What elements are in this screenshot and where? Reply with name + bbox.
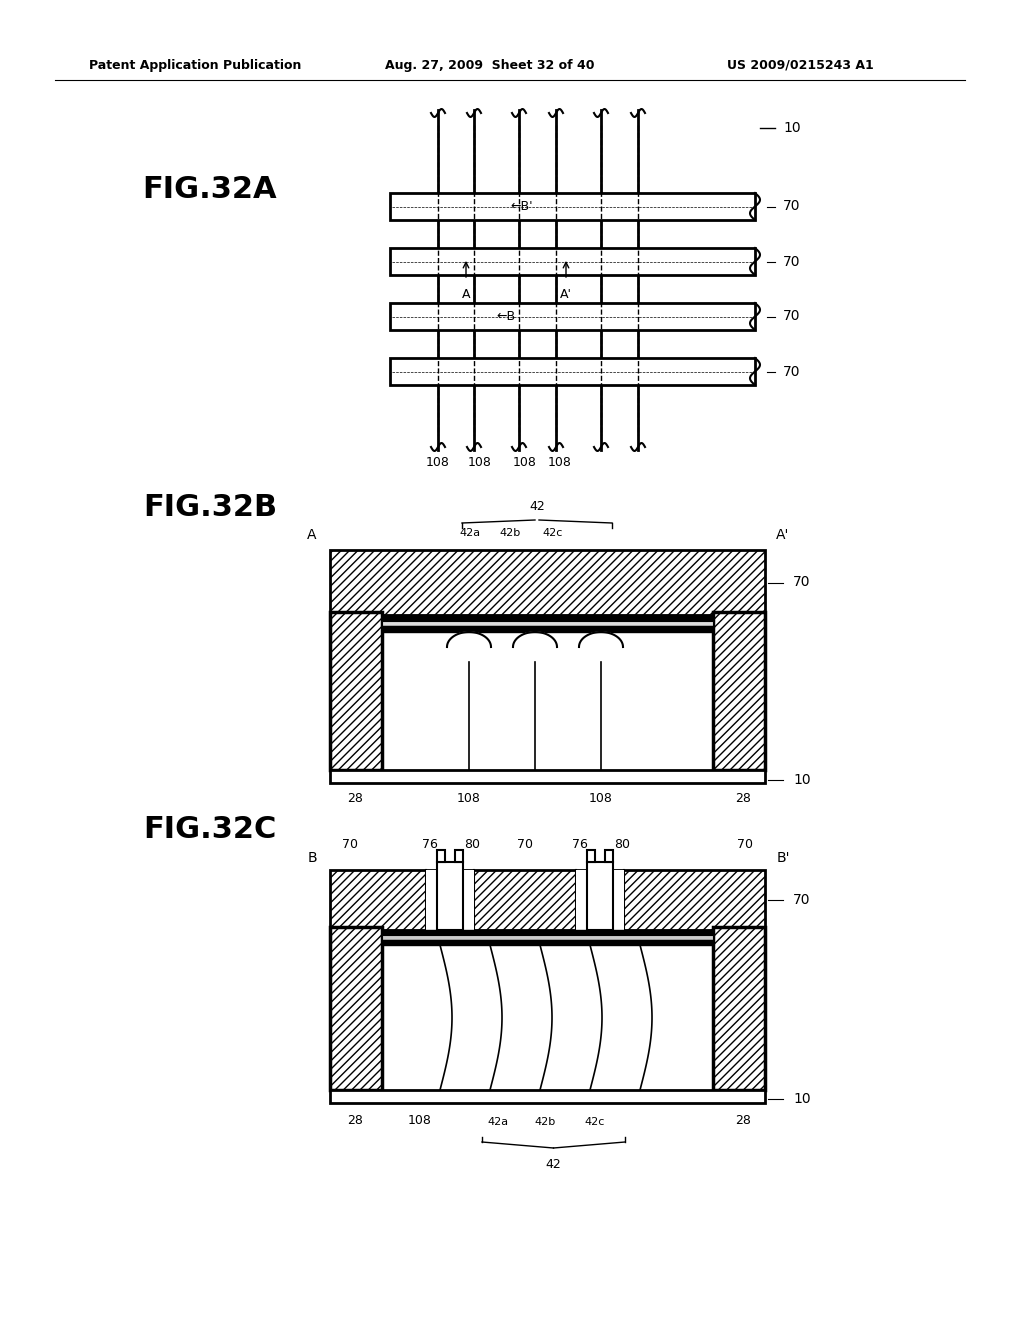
Bar	[390, 193, 755, 220]
Text: 42c: 42c	[585, 1117, 605, 1127]
Text: 108: 108	[589, 792, 613, 805]
Bar	[330, 612, 382, 770]
Polygon shape	[447, 632, 490, 647]
Text: FIG.32A: FIG.32A	[142, 176, 278, 205]
Text: 10: 10	[793, 1092, 811, 1106]
Text: A': A'	[560, 288, 572, 301]
Bar	[390, 248, 755, 275]
Text: US 2009/0215243 A1: US 2009/0215243 A1	[727, 58, 873, 71]
Text: 70: 70	[517, 838, 534, 851]
Text: A': A'	[776, 528, 790, 543]
Text: 42c: 42c	[543, 528, 563, 539]
Text: 42a: 42a	[460, 528, 480, 539]
Bar	[330, 550, 765, 615]
Text: 108: 108	[457, 792, 481, 805]
Text: 28: 28	[735, 792, 751, 805]
Bar	[382, 935, 713, 940]
Text: B: B	[307, 851, 316, 865]
Text: 108: 108	[513, 455, 537, 469]
Bar	[605, 850, 613, 862]
Text: 42b: 42b	[500, 528, 520, 539]
Bar	[382, 626, 713, 632]
Text: 28: 28	[735, 1114, 751, 1126]
Bar	[330, 870, 765, 931]
Text: 42b: 42b	[535, 1117, 556, 1127]
Text: 70: 70	[737, 838, 753, 851]
Bar	[587, 850, 595, 862]
Text: 70: 70	[783, 364, 801, 379]
Text: Aug. 27, 2009  Sheet 32 of 40: Aug. 27, 2009 Sheet 32 of 40	[385, 58, 595, 71]
Bar	[390, 304, 755, 330]
Text: 108: 108	[468, 455, 492, 469]
Text: FIG.32C: FIG.32C	[143, 816, 276, 845]
Bar	[587, 862, 613, 931]
Text: 108: 108	[408, 1114, 432, 1126]
Text: 70: 70	[793, 576, 811, 590]
Text: 28: 28	[347, 792, 362, 805]
Bar	[382, 940, 713, 945]
Bar	[426, 870, 474, 931]
Text: 10: 10	[783, 121, 801, 135]
Text: A: A	[307, 528, 316, 543]
Text: ←B': ←B'	[510, 201, 532, 214]
Bar	[390, 358, 755, 385]
Text: 76: 76	[572, 838, 588, 851]
Text: 70: 70	[783, 309, 801, 323]
Text: B': B'	[776, 851, 790, 865]
Text: 76: 76	[422, 838, 438, 851]
Text: 70: 70	[783, 255, 801, 268]
Text: Patent Application Publication: Patent Application Publication	[89, 58, 301, 71]
Bar	[330, 927, 382, 1090]
Bar	[382, 620, 713, 626]
Text: 108: 108	[548, 455, 572, 469]
Bar	[382, 615, 713, 620]
Bar	[437, 862, 463, 931]
Text: 42a: 42a	[487, 1117, 509, 1127]
Bar	[330, 1090, 765, 1104]
Text: FIG.32B: FIG.32B	[143, 494, 278, 523]
Text: 10: 10	[793, 774, 811, 787]
Bar	[437, 850, 445, 862]
Text: 108: 108	[426, 455, 450, 469]
Bar	[382, 931, 713, 935]
Text: 70: 70	[793, 894, 811, 907]
Bar	[330, 770, 765, 783]
Bar	[575, 870, 624, 931]
Polygon shape	[579, 632, 623, 647]
Text: 42: 42	[529, 500, 545, 513]
Text: 42: 42	[546, 1158, 561, 1171]
Text: 28: 28	[347, 1114, 362, 1126]
Text: 70: 70	[342, 838, 358, 851]
Text: 80: 80	[614, 838, 630, 851]
Text: A: A	[462, 288, 470, 301]
Bar	[713, 927, 765, 1090]
Bar	[455, 850, 463, 862]
Polygon shape	[513, 632, 557, 647]
Text: ←B: ←B	[496, 310, 515, 323]
Bar	[713, 612, 765, 770]
Text: 80: 80	[464, 838, 480, 851]
Text: 70: 70	[783, 199, 801, 214]
